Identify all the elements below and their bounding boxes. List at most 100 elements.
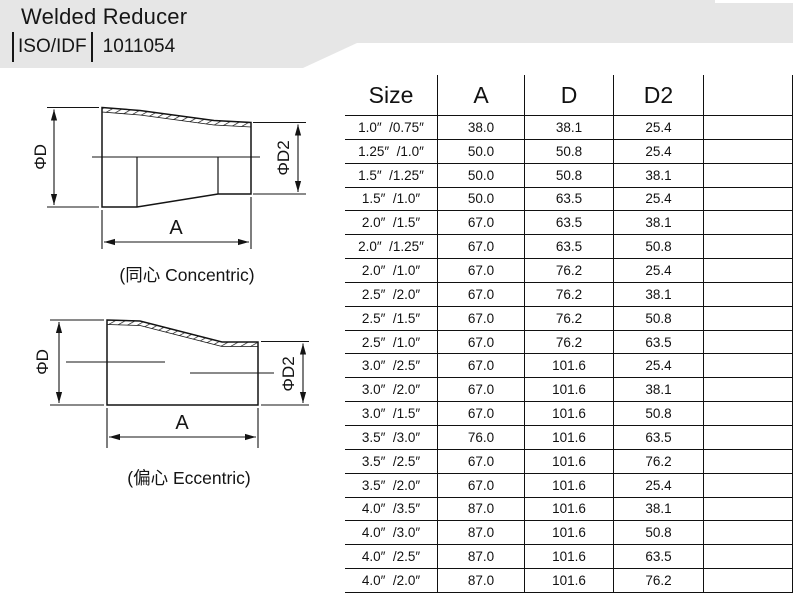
cell-blank — [703, 235, 793, 259]
cell-d: 101.6 — [524, 497, 613, 521]
cell-a: 87.0 — [437, 521, 524, 545]
table-row: 3.5″ /2.5″ 67.0 101.6 76.2 — [345, 449, 793, 474]
cell-a: 50.0 — [437, 187, 524, 211]
cell-blank — [703, 211, 793, 235]
table-row: 2.0″ /1.25″ 67.0 63.5 50.8 — [345, 235, 793, 260]
cell-size: 2.0″ /1.0″ — [361, 262, 421, 278]
cell-size: 4.0″ /2.0″ — [361, 572, 421, 588]
weld-hatch-band — [106, 319, 259, 347]
cell-d2: 50.8 — [613, 521, 703, 545]
concentric-diagram: ΦD ΦD2 A (同心 Concentric) — [31, 106, 306, 285]
cell-d2: 63.5 — [613, 330, 703, 354]
table-header-row: Size A D D2 — [345, 75, 793, 116]
cell-blank — [703, 449, 793, 473]
cell-blank — [703, 187, 793, 211]
table-body: 1.0″ /0.75″ 38.0 38.1 25.4 1.25″ /1.0″ 50.0 50… — [345, 116, 793, 593]
eccentric-dim-d2-label: ΦD2 — [279, 356, 298, 391]
concentric-dim-a-label: A — [169, 217, 183, 239]
cell-blank — [703, 306, 793, 330]
cell-d2: 63.5 — [613, 425, 703, 449]
cell-d: 101.6 — [524, 378, 613, 402]
cell-blank — [703, 569, 793, 592]
cell-size: 4.0″ /3.0″ — [361, 525, 421, 541]
cell-d2: 50.8 — [613, 235, 703, 259]
table-row: 2.0″ /1.5″ 67.0 63.5 38.1 — [345, 211, 793, 236]
eccentric-dim-d — [50, 319, 104, 406]
cell-d: 76.2 — [524, 259, 613, 282]
table-row: 4.0″ /2.0″ 87.0 101.6 76.2 — [345, 569, 793, 593]
eccentric-dim-a — [106, 408, 259, 448]
cell-size: 3.0″ /2.0″ — [361, 382, 421, 398]
col-header-blank — [703, 75, 793, 115]
cell-d: 38.1 — [524, 116, 613, 139]
cell-blank — [703, 116, 793, 139]
cell-size: 4.0″ /3.5″ — [361, 501, 421, 517]
cell-d: 50.8 — [524, 163, 613, 187]
divider-bar — [12, 32, 14, 62]
cell-a: 87.0 — [437, 497, 524, 521]
cell-blank — [703, 259, 793, 282]
cell-d2: 25.4 — [613, 259, 703, 282]
cell-size: 3.5″ /3.0″ — [361, 429, 421, 445]
cell-blank — [703, 497, 793, 521]
cell-size: 2.0″ /1.5″ — [361, 215, 421, 231]
concentric-dim-a — [101, 197, 252, 249]
cell-a: 76.0 — [437, 425, 524, 449]
col-header-size: Size — [368, 81, 414, 108]
cell-size: 2.5″ /2.0″ — [361, 286, 421, 302]
concentric-dim-d2-label: ΦD2 — [274, 140, 293, 175]
cell-d: 63.5 — [524, 187, 613, 211]
table-row: 4.0″ /2.5″ 87.0 101.6 63.5 — [345, 545, 793, 570]
cell-size: 1.0″ /0.75″ — [358, 119, 424, 135]
cell-blank — [703, 473, 793, 497]
table-row: 4.0″ /3.5″ 87.0 101.6 38.1 — [345, 497, 793, 522]
eccentric-dim-d-label: ΦD — [33, 349, 52, 375]
standard-line: ISO/IDF 1011054 — [12, 31, 175, 63]
cell-size: 2.5″ /1.5″ — [361, 310, 421, 326]
cell-a: 38.0 — [437, 116, 524, 139]
cell-size: 3.0″ /2.5″ — [361, 358, 421, 374]
weld-hatch-band — [101, 107, 252, 128]
cell-blank — [703, 139, 793, 163]
cell-d: 63.5 — [524, 235, 613, 259]
cell-size: 1.5″ /1.0″ — [361, 191, 421, 207]
table-row: 2.5″ /1.0″ 67.0 76.2 63.5 — [345, 330, 793, 355]
concentric-dim-d — [47, 106, 99, 208]
dimensions-table: Size A D D2 1.0″ /0.75″ 38.0 38.1 25.4 1.25″… — [345, 75, 793, 593]
cell-blank — [703, 282, 793, 306]
cell-size: 1.25″ /1.0″ — [358, 143, 424, 159]
cell-d: 101.6 — [524, 402, 613, 425]
cell-size: 2.5″ /1.0″ — [361, 334, 421, 350]
cell-d2: 25.4 — [613, 187, 703, 211]
col-header-a: A — [437, 75, 524, 115]
table-row: 4.0″ /3.0″ 87.0 101.6 50.8 — [345, 521, 793, 546]
cell-a: 67.0 — [437, 282, 524, 306]
cell-d2: 38.1 — [613, 378, 703, 402]
cell-blank — [703, 545, 793, 569]
table-row: 2.0″ /1.0″ 67.0 76.2 25.4 — [345, 259, 793, 283]
table-row: 1.0″ /0.75″ 38.0 38.1 25.4 — [345, 116, 793, 140]
concentric-dim-d-label: ΦD — [31, 144, 50, 170]
standard-label: ISO/IDF — [18, 36, 87, 57]
eccentric-caption: (偏心 Eccentric) — [127, 468, 250, 488]
reducer-drawings: ΦD ΦD2 A (同心 Concentric) — [31, 106, 309, 488]
cell-a: 67.0 — [437, 402, 524, 425]
cell-d2: 76.2 — [613, 569, 703, 592]
eccentric-dim-d2 — [261, 340, 309, 406]
cell-a: 67.0 — [437, 235, 524, 259]
col-header-d2: D2 — [613, 75, 703, 115]
cell-d: 101.6 — [524, 569, 613, 592]
cell-d2: 25.4 — [613, 139, 703, 163]
cell-d2: 63.5 — [613, 545, 703, 569]
table-row: 1.5″ /1.25″ 50.0 50.8 38.1 — [345, 163, 793, 188]
cell-d: 101.6 — [524, 473, 613, 497]
cell-a: 67.0 — [437, 354, 524, 378]
cell-blank — [703, 330, 793, 354]
table-row: 1.25″ /1.0″ 50.0 50.8 25.4 — [345, 139, 793, 164]
cell-d2: 38.1 — [613, 497, 703, 521]
cell-d: 63.5 — [524, 211, 613, 235]
table-row: 3.0″ /1.5″ 67.0 101.6 50.8 — [345, 402, 793, 426]
cell-d: 76.2 — [524, 306, 613, 330]
cell-a: 67.0 — [437, 330, 524, 354]
